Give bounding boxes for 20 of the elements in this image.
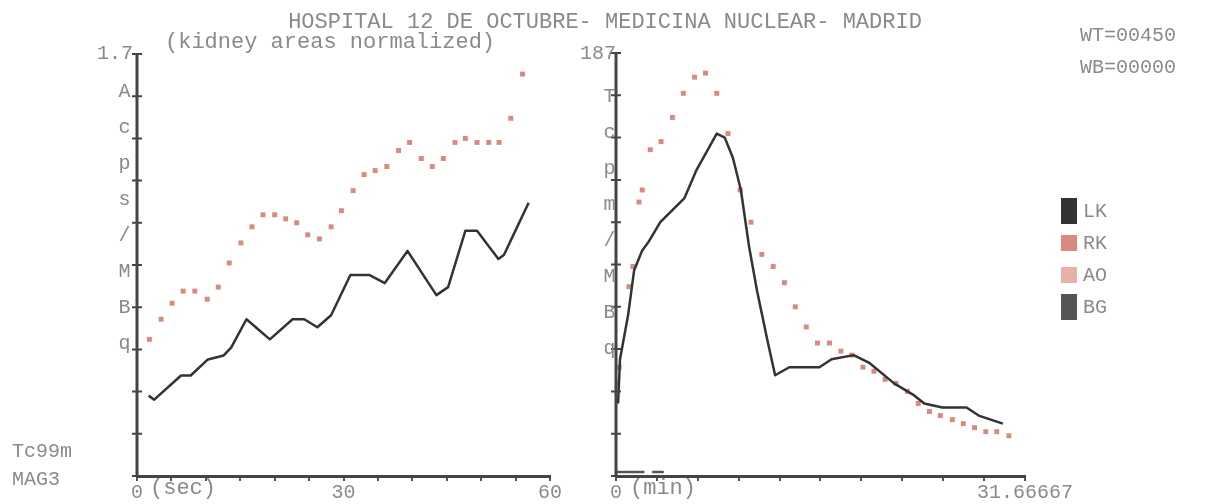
text: 187 [580, 42, 617, 65]
x-axis-title: (sec) [150, 476, 217, 501]
x-tick-label: 30 [331, 481, 356, 504]
legend-label: RK [1083, 231, 1108, 255]
legend-label: AO [1083, 263, 1108, 287]
legend-label: LK [1083, 199, 1108, 223]
text: MAG3 [12, 468, 61, 491]
legend-label: BG [1083, 295, 1108, 319]
x-tick-label: 31.66667 [976, 481, 1074, 504]
chart-subtitle: (kidney areas normalized) [165, 30, 496, 55]
y-axis-title: Tcpm/MBq [598, 85, 621, 373]
y-axis-title: Acps/MBq [113, 80, 136, 368]
text: WT=00450 [1080, 24, 1177, 47]
x-tick-label: 0 [609, 481, 623, 504]
text: 1.7 [97, 42, 134, 65]
x-axis-title: (min) [630, 476, 697, 501]
text: WB=00000 [1080, 56, 1177, 79]
x-tick-label: 0 [130, 481, 144, 504]
x-tick-label: 60 [537, 481, 563, 504]
text: Tc99m [12, 440, 73, 463]
